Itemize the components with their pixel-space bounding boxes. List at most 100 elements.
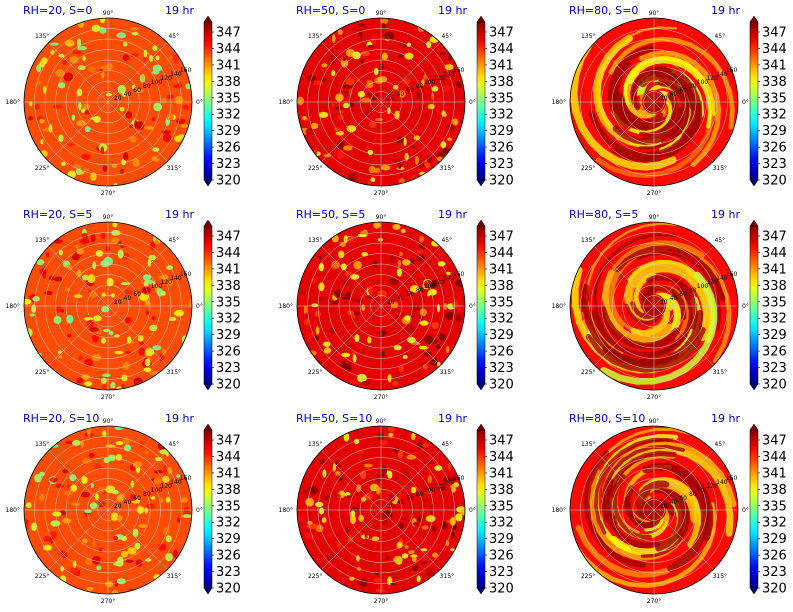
heatmap-blob	[364, 296, 373, 300]
heatmap-blob	[425, 165, 431, 169]
heatmap-blob	[132, 158, 140, 167]
heatmap-blob	[82, 168, 90, 172]
theta-tick-label: 45°	[441, 441, 452, 448]
theta-tick-label: 135°	[581, 237, 595, 244]
heatmap-blob	[442, 147, 449, 155]
heatmap-blob	[305, 331, 314, 339]
heatmap-blob	[305, 497, 315, 507]
heatmap-blob	[404, 315, 411, 321]
heatmap-blob	[414, 155, 419, 165]
heatmap-band	[588, 110, 692, 159]
heatmap-blob	[352, 314, 356, 319]
heatmap-blob	[343, 145, 353, 151]
panel-title-right: 19 hr	[438, 412, 467, 425]
heatmap-blob	[424, 490, 434, 494]
heatmap-blob	[119, 107, 125, 112]
heatmap-blob	[129, 52, 140, 58]
heatmap-blob	[81, 476, 88, 484]
heatmap-blob	[333, 289, 343, 299]
heatmap-blob	[139, 292, 149, 301]
heatmap-blob	[29, 313, 35, 317]
heatmap-blob	[166, 113, 174, 121]
theta-tick-label: 270°	[101, 190, 115, 197]
heatmap-blob	[61, 161, 66, 166]
theta-tick-label: 180°	[279, 99, 293, 106]
heatmap-blob	[318, 507, 325, 515]
colorbar-tick-label: 329	[489, 328, 514, 343]
heatmap-blob	[451, 483, 457, 493]
theta-tick-label: 90°	[376, 214, 387, 221]
colorbar-extend-min	[749, 383, 759, 391]
r-tick-label: 80	[689, 287, 697, 294]
heatmap-blob	[117, 249, 124, 259]
heatmap-blob	[340, 263, 347, 271]
heatmap-blob	[399, 251, 403, 257]
heatmap-blob	[369, 121, 377, 128]
heatmap-blob	[123, 152, 129, 161]
heatmap-blob	[106, 63, 113, 71]
heatmap-blob	[398, 522, 405, 530]
heatmap-blob	[69, 474, 77, 482]
heatmap-blob	[416, 254, 425, 262]
heatmap-blob	[69, 566, 79, 575]
heatmap-band	[631, 67, 672, 109]
heatmap-blob	[37, 80, 42, 86]
heatmap-band	[636, 480, 670, 517]
theta-tick-label: 135°	[35, 237, 49, 244]
theta-tick-label: 45°	[168, 237, 179, 244]
heatmap-blob	[138, 347, 146, 356]
grid-spoke	[107, 246, 168, 307]
heatmap-blob	[144, 450, 149, 455]
heatmap-blob	[72, 50, 82, 55]
heatmap-blob	[176, 474, 181, 478]
heatmap-blob	[436, 151, 445, 158]
heatmap-blob	[90, 502, 98, 510]
colorbar-tick-label: 329	[762, 124, 787, 139]
theta-tick-label: 225°	[35, 165, 49, 172]
heatmap-blob	[341, 296, 352, 300]
heatmap-blob	[442, 84, 450, 92]
heatmap-blob	[24, 298, 32, 305]
colorbar-tick-label: 332	[489, 108, 514, 123]
heatmap-blob	[411, 556, 417, 563]
theta-tick-label: 135°	[581, 441, 595, 448]
theta-tick-label: 90°	[649, 418, 660, 425]
grid-spoke	[653, 101, 714, 162]
heatmap-blob	[397, 450, 404, 459]
heatmap-blob	[50, 520, 61, 527]
heatmap-band	[615, 245, 726, 302]
heatmap-blob	[100, 18, 106, 24]
polar-grid	[296, 17, 466, 187]
colorbar-tick-label: 335	[762, 295, 787, 310]
heatmap-blob	[452, 300, 459, 309]
heatmap-blob	[331, 70, 336, 77]
panel-title-left: RH=80, S=0	[569, 4, 638, 17]
colorbar-tick-label: 347	[489, 26, 514, 41]
heatmap-blob	[99, 27, 107, 34]
colorbar-body	[476, 225, 486, 385]
grid-spoke	[594, 246, 655, 307]
heatmap-blob	[381, 440, 388, 446]
heatmap-band	[608, 36, 735, 130]
heatmap-blob	[318, 255, 322, 260]
heatmap-blob	[50, 42, 59, 46]
heatmap-blob	[358, 578, 368, 587]
theta-tick-label: 0°	[469, 99, 476, 106]
grid-spoke	[48, 246, 109, 307]
heatmap-blob	[182, 514, 192, 518]
colorbar-tick-label: 347	[216, 230, 241, 245]
colorbar-extend-max	[749, 423, 759, 431]
heatmap-blob	[370, 177, 376, 183]
heatmap-blob	[431, 93, 435, 100]
heatmap-blob	[173, 309, 184, 317]
heatmap-blob	[418, 345, 428, 350]
r-tick-label: 60	[133, 87, 141, 94]
colorbar-tick-label: 320	[216, 174, 241, 189]
heatmap-blob	[66, 314, 74, 324]
heatmap-blob	[125, 559, 135, 563]
heatmap-blob	[301, 289, 305, 296]
heatmap-blob	[161, 130, 171, 135]
heatmap-blob	[335, 471, 341, 476]
heatmap-blob	[347, 236, 358, 244]
